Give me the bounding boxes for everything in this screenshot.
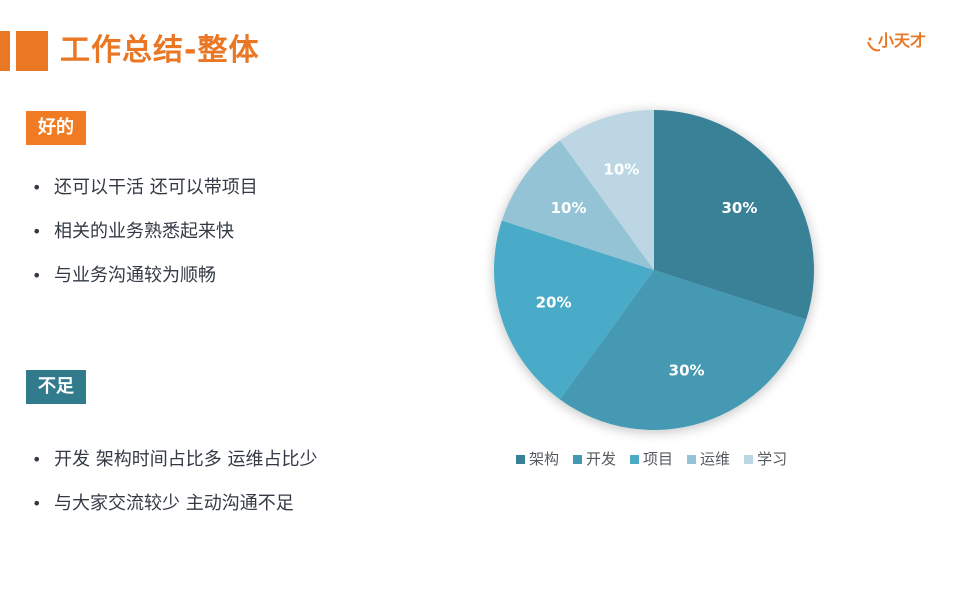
bad-list-item: 开发 架构时间占比多 运维占比少 (32, 448, 317, 492)
title-accent-bar-narrow (0, 31, 10, 71)
brand-logo: 小天才 (866, 30, 928, 56)
legend-item: 学习 (744, 449, 787, 469)
pie-slice-5 (559, 110, 654, 270)
pie-data-label: 30% (721, 199, 757, 217)
logo-smile-icon (867, 37, 881, 52)
pie-data-label: 10% (603, 161, 639, 179)
legend-label: 架构 (529, 450, 560, 468)
title-accent-bar-wide (16, 31, 48, 71)
bad-list: 开发 架构时间占比多 运维占比少 与大家交流较少 主动沟通不足 (32, 448, 317, 536)
legend-swatch (630, 454, 640, 464)
legend-item: 架构 (516, 449, 559, 469)
page-title: 工作总结-整体 (60, 33, 260, 68)
pie-slice-4 (501, 140, 654, 270)
good-list-item: 还可以干活 还可以带项目 (32, 176, 258, 220)
pie-chart: 30% 30% 20% 10% 10% (494, 110, 814, 430)
bad-section-label: 不足 (26, 370, 86, 404)
legend-item: 项目 (630, 449, 673, 469)
bad-list-item: 与大家交流较少 主动沟通不足 (32, 492, 317, 536)
legend-swatch (516, 454, 525, 464)
legend-label: 学习 (757, 450, 788, 468)
pie-data-label: 10% (551, 199, 587, 217)
good-list: 还可以干活 还可以带项目 相关的业务熟悉起来快 与业务沟通较为顺畅 (32, 176, 258, 308)
legend-label: 项目 (643, 450, 674, 468)
pie-data-label: 30% (669, 361, 705, 379)
pie-slice-1 (654, 110, 814, 320)
title-accent-block (0, 31, 48, 71)
legend-item: 开发 (573, 449, 616, 469)
logo-text: 小天才 (878, 31, 927, 50)
legend-label: 开发 (586, 450, 617, 468)
good-section-label: 好的 (26, 111, 86, 145)
chart-legend: 架构 开发 项目 运维 学习 (516, 449, 787, 469)
pie-slice-3 (494, 220, 654, 400)
legend-swatch (687, 454, 697, 464)
legend-item: 运维 (687, 449, 730, 469)
good-list-item: 与业务沟通较为顺畅 (32, 264, 258, 308)
good-list-item: 相关的业务熟悉起来快 (32, 220, 258, 264)
legend-label: 运维 (700, 450, 731, 468)
legend-swatch (573, 454, 583, 464)
legend-swatch (744, 454, 754, 464)
pie-slice-2 (559, 270, 807, 430)
pie-data-label: 20% (536, 294, 572, 312)
